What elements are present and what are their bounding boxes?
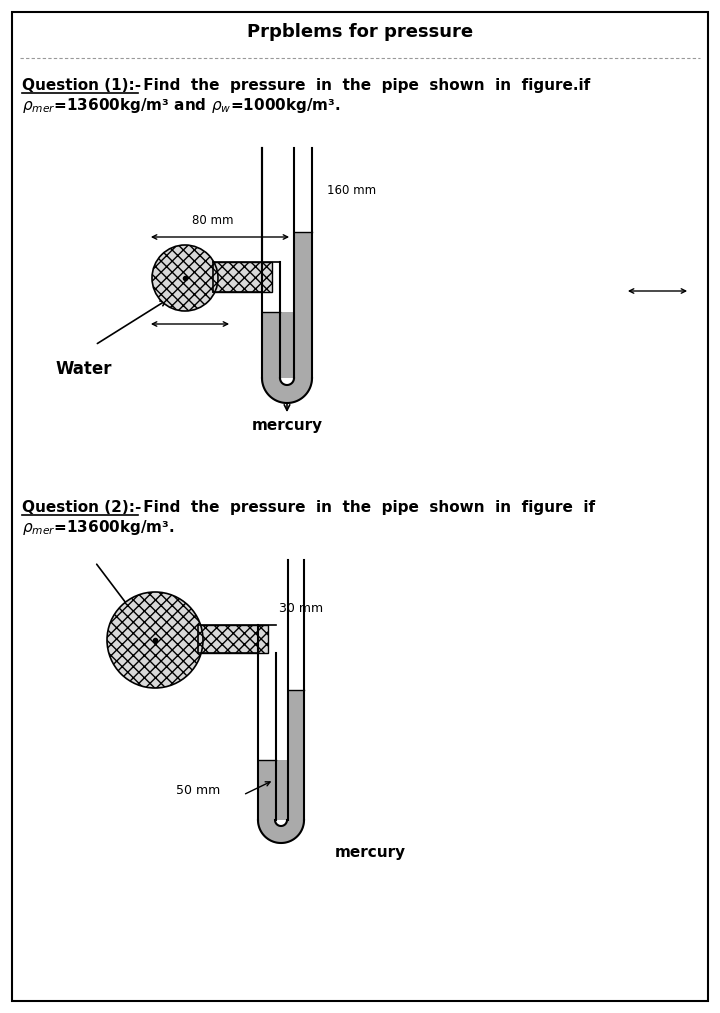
Text: 50 mm: 50 mm	[176, 783, 220, 796]
Bar	[280, 312, 294, 378]
Text: Question (1):-: Question (1):-	[22, 78, 141, 93]
Polygon shape	[258, 820, 304, 843]
Text: 30 mm: 30 mm	[279, 602, 323, 615]
Bar	[276, 760, 288, 820]
Polygon shape	[262, 378, 312, 403]
Text: Find  the  pressure  in  the  pipe  shown  in  figure.if: Find the pressure in the pipe shown in f…	[138, 78, 590, 93]
Text: 160 mm: 160 mm	[327, 183, 376, 197]
Bar	[294, 232, 312, 378]
Bar	[198, 625, 268, 653]
Text: Find  the  pressure  in  the  pipe  shown  in  figure  if: Find the pressure in the pipe shown in f…	[138, 500, 595, 515]
Circle shape	[152, 245, 218, 311]
Text: Water: Water	[55, 360, 112, 378]
Text: $\rho_{mer}$=13600kg/m³.: $\rho_{mer}$=13600kg/m³.	[22, 518, 175, 537]
Text: mercury: mercury	[334, 845, 405, 860]
Text: $\rho_{mer}$=13600kg/m³ and $\rho_{w}$=1000kg/m³.: $\rho_{mer}$=13600kg/m³ and $\rho_{w}$=1…	[22, 96, 341, 115]
Bar	[288, 690, 304, 820]
Text: mercury: mercury	[251, 418, 323, 433]
Bar	[262, 312, 280, 378]
Circle shape	[107, 592, 203, 688]
Bar	[258, 760, 276, 820]
Text: Question (2):-: Question (2):-	[22, 500, 141, 515]
Text: 80 mm: 80 mm	[192, 214, 234, 227]
Bar	[213, 262, 272, 292]
Text: Prpblems for pressure: Prpblems for pressure	[247, 23, 473, 41]
